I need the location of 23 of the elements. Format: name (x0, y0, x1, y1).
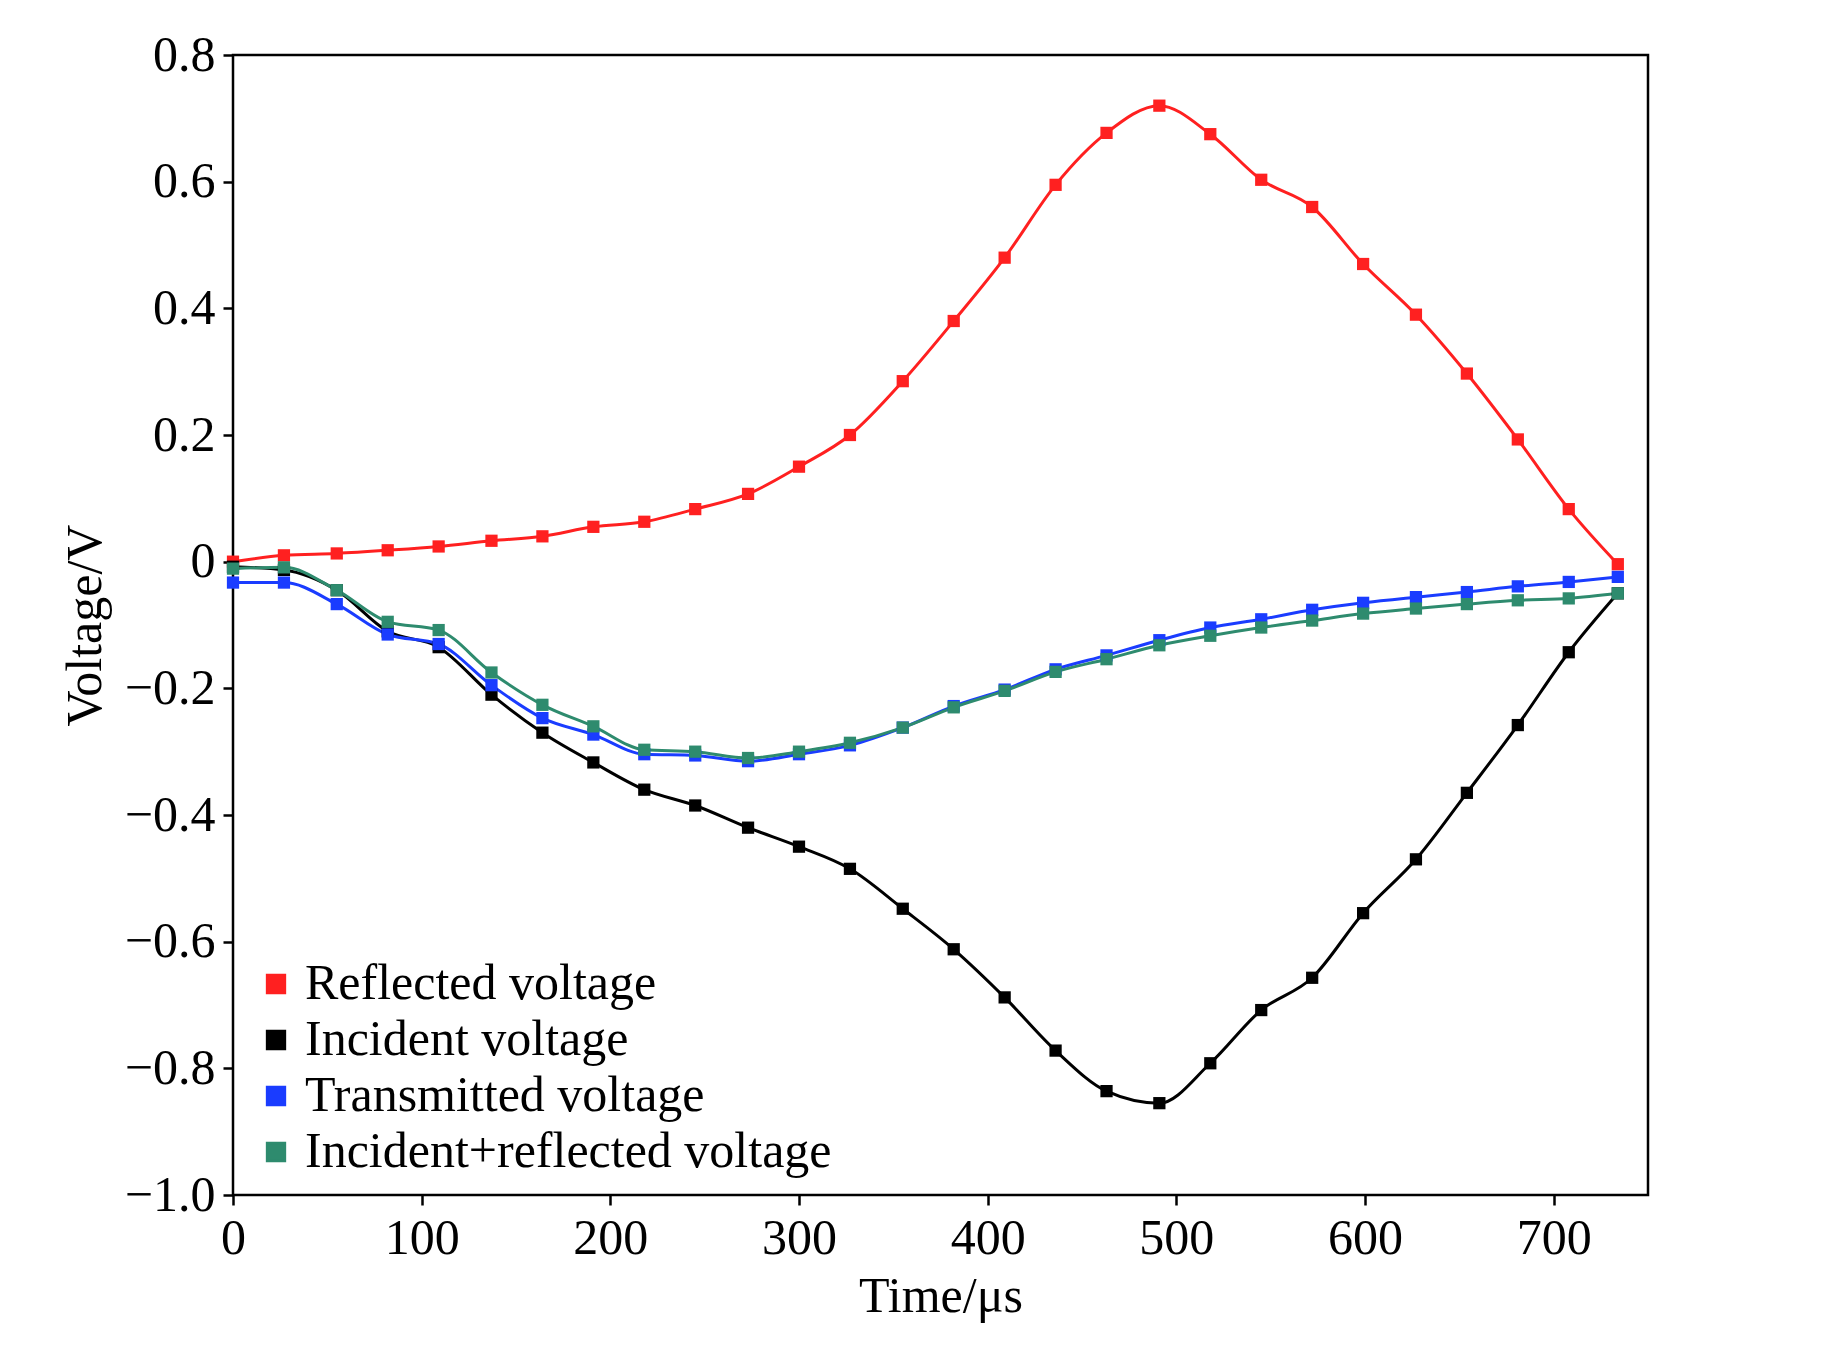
y-tick-label: 0.2 (153, 405, 216, 462)
y-tick-label: −0.8 (124, 1038, 216, 1095)
x-tick-label: 600 (1328, 1208, 1403, 1265)
y-tick-label: −0.4 (124, 785, 216, 842)
x-tick-label: 400 (950, 1208, 1026, 1265)
legend-label: Reflected voltage (305, 954, 657, 1010)
y-tick-label: 0 (190, 532, 216, 589)
legend-label: Incident voltage (305, 1010, 629, 1066)
y-tick-label: −1.0 (124, 1165, 216, 1222)
x-tick-label: 700 (1516, 1208, 1592, 1265)
x-tick-label: 200 (573, 1208, 649, 1265)
x-tick-label: 300 (762, 1208, 837, 1265)
x-tick-label: 100 (384, 1208, 460, 1265)
legend-label: Transmitted voltage (305, 1066, 705, 1122)
y-axis-title: Voltage/V (55, 524, 112, 727)
y-tick-label: 0.4 (153, 278, 216, 335)
legend-label: Incident+reflected voltage (305, 1122, 832, 1178)
y-tick-label: −0.2 (124, 658, 216, 715)
x-axis-title: Time/μs (859, 1266, 1023, 1323)
x-tick-label: 500 (1139, 1208, 1215, 1265)
y-tick-label: −0.6 (124, 912, 216, 969)
y-tick-label: 0.6 (153, 152, 216, 209)
y-tick-label: 0.8 (153, 25, 216, 82)
